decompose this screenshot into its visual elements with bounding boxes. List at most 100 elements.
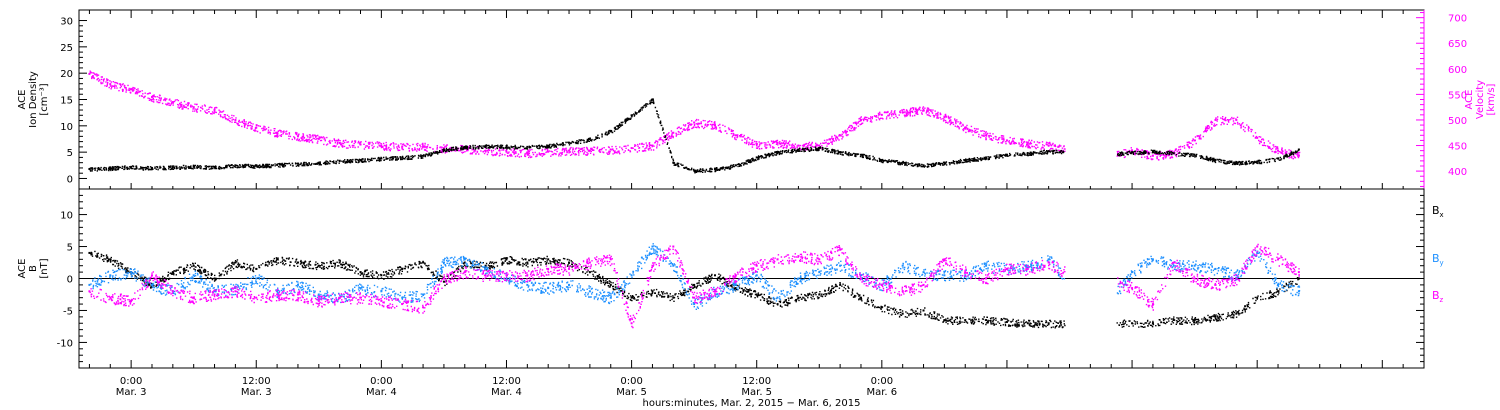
bx-series-point-44 xyxy=(1005,320,1008,323)
series-label-subscript: x xyxy=(1440,211,1444,219)
density-series-point-58 xyxy=(1297,148,1300,151)
by-series-point-20 xyxy=(505,277,508,280)
velocity-axis-label: ACE xyxy=(1464,90,1475,110)
density-series-point-26 xyxy=(630,114,633,117)
bx-series-point-22 xyxy=(547,258,550,261)
velocity-series-point-54 xyxy=(1214,118,1217,121)
b-panel-frame xyxy=(78,188,1425,369)
density-axis-label: Ion Density xyxy=(28,71,39,128)
density-series-point-18 xyxy=(463,145,466,148)
velocity-series-point-16 xyxy=(422,145,425,148)
density-tick-label: 20 xyxy=(60,69,73,80)
bx-series-scatter xyxy=(90,250,1300,329)
by-series-point-8 xyxy=(255,277,258,280)
density-tick-label: 15 xyxy=(60,96,73,107)
density-series-point-21 xyxy=(526,145,529,148)
x-tick-time-label: 12:00 xyxy=(742,376,771,387)
bz-series-point-17 xyxy=(442,277,445,280)
x-tick-day-label: Mar. 4 xyxy=(366,387,397,398)
by-series-point-27 xyxy=(651,245,654,248)
by-series-point-16 xyxy=(422,293,425,296)
bz-series-point-37 xyxy=(859,277,862,280)
x-tick-time-label: 0:00 xyxy=(620,376,642,387)
density-axis-label: ACE xyxy=(17,90,28,110)
bz-series-point-40 xyxy=(922,283,925,286)
bx-series-point-5 xyxy=(192,264,195,267)
bz-series-point-36 xyxy=(839,248,842,251)
density-axis-label: [cm⁻³] xyxy=(39,83,50,115)
b-tick-label: -10 xyxy=(57,338,73,349)
velocity-series-point-37 xyxy=(859,118,862,121)
bz-series-label: Bz xyxy=(1432,289,1444,304)
density-series-point-29 xyxy=(693,169,696,172)
velocity-series-point-36 xyxy=(839,134,842,137)
bx-series-point-31 xyxy=(734,287,737,290)
bx-series-point-12 xyxy=(338,261,341,264)
x-tick-time-label: 12:00 xyxy=(492,376,521,387)
bx-series-point-11 xyxy=(317,264,320,267)
bz-series-point-8 xyxy=(255,296,258,299)
by-series-point-2 xyxy=(130,271,133,274)
bz-series-point-53 xyxy=(1193,277,1196,280)
density-series-point-43 xyxy=(985,156,988,159)
velocity-series-point-44 xyxy=(1005,139,1008,142)
bz-series-point-34 xyxy=(797,255,800,258)
density-tick-label: 30 xyxy=(60,17,73,28)
velocity-series-point-55 xyxy=(1235,118,1238,121)
velocity-series-point-15 xyxy=(401,145,404,148)
velocity-series-point-40 xyxy=(922,108,925,111)
by-series-point-52 xyxy=(1172,264,1175,267)
bx-series-point-56 xyxy=(1256,296,1259,299)
velocity-series-scatter xyxy=(89,70,1301,161)
series-label-subscript: z xyxy=(1440,296,1444,304)
x-tick-time-label: 0:00 xyxy=(871,376,893,387)
velocity-series-point-41 xyxy=(943,116,946,119)
b-tick-label: -5 xyxy=(63,306,73,317)
velocity-series-point-0 xyxy=(88,72,91,75)
by-series-point-54 xyxy=(1214,267,1217,270)
x-tick-time-label: 0:00 xyxy=(120,376,142,387)
density-series-point-40 xyxy=(922,164,925,167)
by-series-label: By xyxy=(1432,252,1444,267)
velocity-axis-label: Velocity xyxy=(1475,80,1486,119)
by-series-point-19 xyxy=(484,267,487,270)
series-label-main: B xyxy=(1432,252,1440,265)
by-series-point-6 xyxy=(213,290,216,293)
x-tick-day-label: Mar. 3 xyxy=(116,387,147,398)
by-series-point-53 xyxy=(1193,264,1196,267)
bx-series-point-17 xyxy=(442,280,445,283)
density-series-scatter xyxy=(89,98,1299,174)
velocity-series-point-23 xyxy=(568,149,571,152)
velocity-series-point-31 xyxy=(734,134,737,137)
by-series-point-32 xyxy=(755,274,758,277)
bz-series-point-4 xyxy=(171,290,174,293)
x-tick-time-label: 0:00 xyxy=(370,376,392,387)
bz-series-point-52 xyxy=(1172,261,1175,264)
bz-series-point-1 xyxy=(109,296,112,299)
bx-series-point-36 xyxy=(839,283,842,286)
x-tick-day-label: Mar. 5 xyxy=(741,387,772,398)
by-series-point-18 xyxy=(463,258,466,261)
series-label-subscript: y xyxy=(1440,259,1444,267)
bz-series-point-46 xyxy=(1047,261,1050,264)
velocity-series-point-29 xyxy=(693,121,696,124)
bz-series-point-41 xyxy=(943,258,946,261)
bz-series-point-5 xyxy=(192,296,195,299)
series-label-main: B xyxy=(1432,289,1440,302)
velocity-series-point-33 xyxy=(776,141,779,144)
bx-series-point-25 xyxy=(609,283,612,286)
bx-series-point-39 xyxy=(901,312,904,315)
velocity-series-point-27 xyxy=(651,144,654,147)
bz-series-point-28 xyxy=(672,245,675,248)
bx-series-point-6 xyxy=(213,277,216,280)
bz-series-point-32 xyxy=(755,264,758,267)
bx-series-point-19 xyxy=(484,264,487,267)
by-series-point-10 xyxy=(296,283,299,286)
bx-series-point-32 xyxy=(755,293,758,296)
by-series-point-26 xyxy=(630,274,633,277)
bz-series-point-56 xyxy=(1256,245,1259,248)
velocity-series-point-4 xyxy=(171,101,174,104)
bz-series-point-18 xyxy=(463,271,466,274)
bx-series-point-14 xyxy=(380,274,383,277)
